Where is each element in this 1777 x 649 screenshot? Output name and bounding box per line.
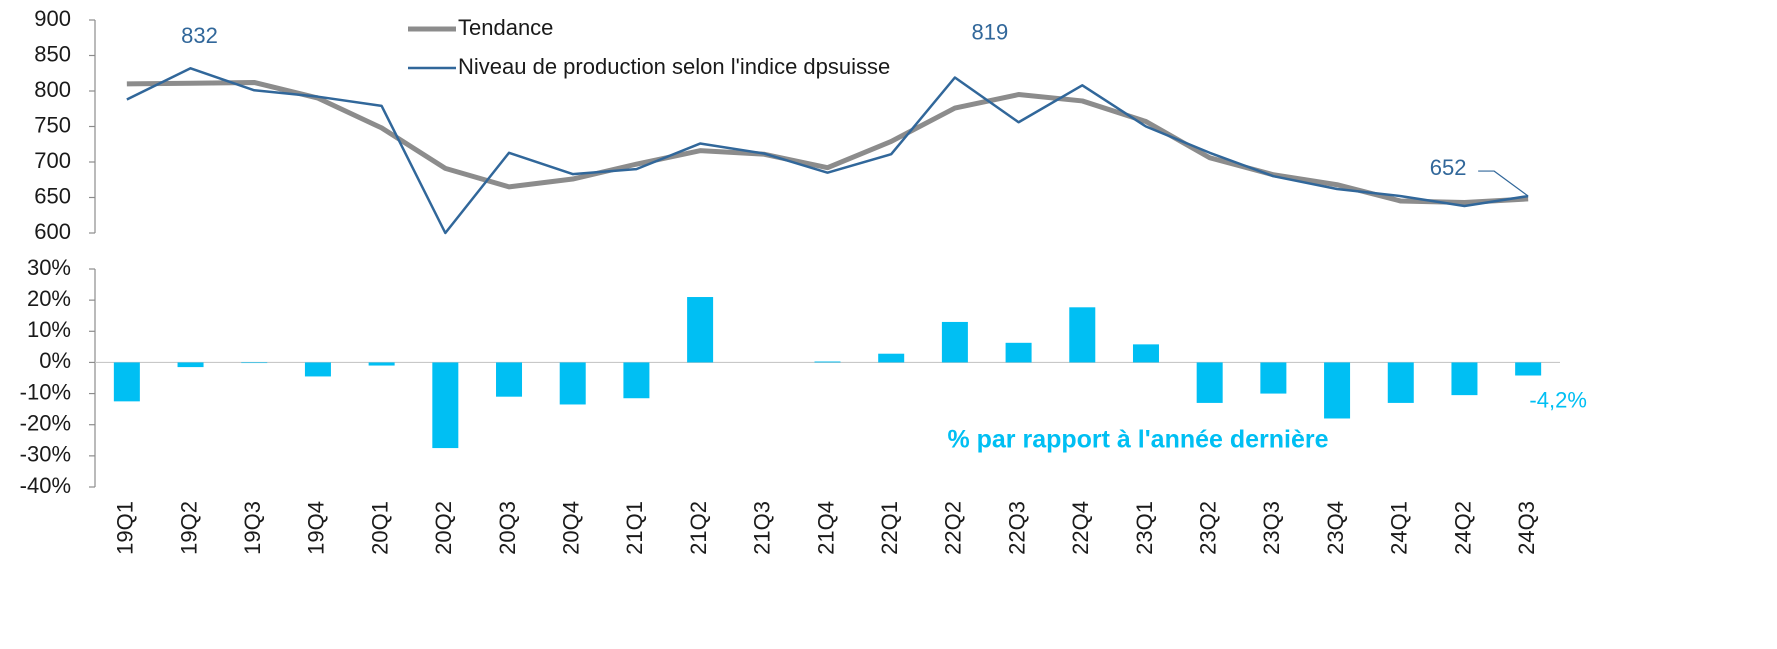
bar	[304, 362, 331, 377]
y-tick-label: 900	[34, 6, 71, 31]
series-label: % par rapport à l'année dernière	[947, 426, 1328, 454]
x-tick-label: 24Q1	[1387, 501, 1412, 555]
x-tick-label: 24Q2	[1450, 501, 1475, 555]
x-tick-label: 24Q3	[1514, 501, 1539, 555]
x-tick-label: 23Q3	[1259, 501, 1284, 555]
y-tick-label: 650	[34, 183, 71, 208]
bar	[368, 362, 395, 366]
x-tick-label: 21Q3	[750, 501, 775, 555]
data-label: -4,2%	[1529, 387, 1586, 412]
x-tick-label: 19Q3	[240, 501, 265, 555]
x-tick-label: 19Q1	[113, 501, 138, 555]
bar	[1387, 362, 1414, 403]
x-tick-label: 22Q3	[1004, 501, 1029, 555]
bar	[1196, 362, 1223, 403]
x-tick-label: 23Q2	[1195, 501, 1220, 555]
series-line	[126, 79, 1529, 205]
x-tick-label: 22Q1	[877, 501, 902, 555]
bar	[432, 362, 459, 449]
y-tick-label: 10%	[27, 317, 71, 342]
bar	[1324, 362, 1351, 419]
x-tick-label: 20Q4	[559, 501, 584, 555]
x-tick-label: 22Q2	[941, 501, 966, 555]
bar	[1515, 362, 1542, 376]
bar	[1069, 307, 1096, 363]
y-tick-label: 30%	[27, 255, 71, 280]
y-tick-label: 600	[34, 219, 71, 244]
bar	[623, 362, 650, 399]
bar	[113, 362, 140, 402]
x-tick-label: 22Q4	[1068, 501, 1093, 555]
x-tick-label: 23Q1	[1132, 501, 1157, 555]
x-tick-label: 20Q1	[367, 501, 392, 555]
bar	[1132, 344, 1159, 363]
y-tick-label: -30%	[20, 442, 71, 467]
y-tick-label: 800	[34, 77, 71, 102]
bar	[1260, 362, 1287, 394]
series-line	[126, 67, 1529, 235]
x-tick-label: 21Q2	[686, 501, 711, 555]
bar	[496, 362, 523, 397]
y-tick-label: -10%	[20, 379, 71, 404]
y-tick-label: -20%	[20, 411, 71, 436]
y-tick-label: 0%	[39, 348, 71, 373]
y-tick-label: 20%	[27, 286, 71, 311]
x-tick-label: 19Q4	[304, 501, 329, 555]
x-tick-label: 21Q1	[622, 501, 647, 555]
y-tick-label: 700	[34, 148, 71, 173]
data-label: 819	[972, 19, 1009, 44]
legend-label: Niveau de production selon l'indice dpsu…	[458, 54, 890, 79]
bar	[241, 362, 268, 364]
legend-label: Tendance	[458, 15, 553, 40]
y-tick-label: -40%	[20, 473, 71, 498]
bar	[177, 362, 204, 368]
x-tick-label: 20Q3	[495, 501, 520, 555]
x-tick-label: 21Q4	[813, 501, 838, 555]
y-tick-label: 750	[34, 112, 71, 137]
bar	[941, 321, 968, 363]
bar	[814, 361, 841, 363]
y-tick-label: 850	[34, 41, 71, 66]
bar	[1005, 342, 1032, 363]
leader-line	[1478, 170, 1529, 197]
x-tick-label: 19Q2	[176, 501, 201, 555]
x-tick-label: 23Q4	[1323, 501, 1348, 555]
data-label: 832	[181, 23, 218, 48]
bar	[559, 362, 586, 405]
bar	[878, 353, 905, 363]
bar	[1451, 362, 1478, 396]
bar	[687, 297, 714, 363]
data-label: 652	[1430, 155, 1467, 180]
x-tick-label: 20Q2	[431, 501, 456, 555]
